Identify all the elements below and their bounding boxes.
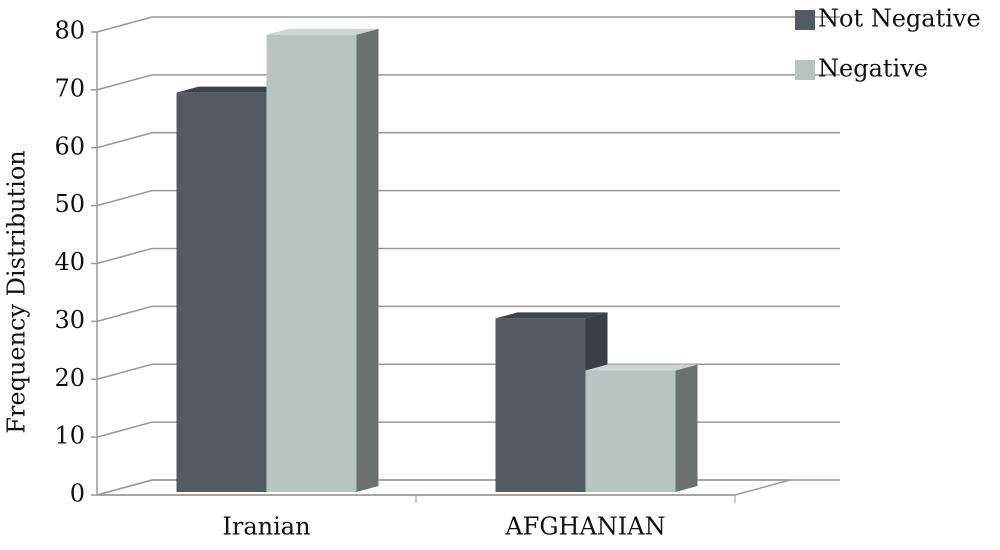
bar-top xyxy=(585,364,698,371)
grid-line xyxy=(96,132,153,149)
grid-line xyxy=(96,479,153,496)
legend-label: Negative xyxy=(818,55,928,83)
y-tick-label: 60 xyxy=(54,132,85,160)
grid-line xyxy=(96,421,153,438)
x-tick-label: Iranian xyxy=(222,513,310,541)
y-tick-label: 10 xyxy=(54,422,85,450)
bar xyxy=(266,28,379,492)
grid-line xyxy=(96,305,153,323)
grid-line xyxy=(96,74,153,91)
grid-line xyxy=(96,363,153,380)
bar-top xyxy=(266,28,379,35)
grid-line xyxy=(96,189,153,207)
bar-side xyxy=(675,364,698,492)
y-tick-label: 70 xyxy=(54,74,85,102)
bar-side xyxy=(356,28,379,492)
y-tick-label: 40 xyxy=(54,248,85,276)
legend-swatch xyxy=(795,10,815,30)
bar xyxy=(585,364,698,492)
legend-swatch xyxy=(795,60,815,80)
legend-label: Not Negative xyxy=(818,5,981,33)
y-tick-label: 50 xyxy=(54,190,85,218)
y-tick-label: 80 xyxy=(54,17,85,45)
bar-front xyxy=(495,318,586,492)
y-tick-label: 20 xyxy=(54,364,85,392)
bar-front xyxy=(176,92,267,492)
bar-front xyxy=(585,370,676,492)
y-tick-label: 30 xyxy=(54,306,85,334)
bar-top xyxy=(176,86,289,93)
grid-line xyxy=(96,16,153,33)
bar-top xyxy=(495,312,608,319)
y-tick-label: 0 xyxy=(70,480,85,508)
grid-line xyxy=(96,247,153,265)
bar-front xyxy=(266,34,357,492)
x-tick-label: AFGHANIAN xyxy=(504,513,665,541)
y-axis-label: Frequency Distribution xyxy=(3,150,31,434)
